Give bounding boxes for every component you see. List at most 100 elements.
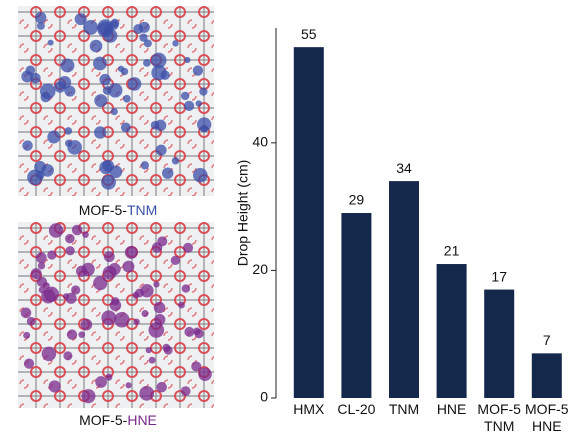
bar — [532, 353, 562, 398]
guest-molecule — [38, 262, 45, 269]
x-tick-label: CL-20 — [337, 401, 375, 417]
guest-molecule — [67, 329, 77, 339]
guest-molecule — [41, 92, 51, 102]
guest-molecule — [146, 347, 152, 353]
figure: MOF-5-TNM MOF-5- HNE Drop Height (cm) 0 20… — [0, 0, 571, 435]
guest-molecule — [193, 168, 208, 183]
guest-molecule — [93, 57, 107, 71]
guest-molecule — [71, 285, 80, 294]
guest-molecule — [94, 126, 106, 138]
guest-molecule — [47, 250, 56, 259]
data-label: 55 — [301, 26, 317, 42]
guest-molecule — [99, 74, 110, 85]
guest-molecule — [199, 87, 207, 95]
x-tick-label: HNE — [437, 401, 467, 417]
guest-molecule — [184, 57, 190, 63]
guest-molecule — [47, 131, 60, 144]
guest-molecule — [90, 40, 103, 53]
data-label: 29 — [349, 192, 365, 208]
guest-molecule — [35, 12, 46, 23]
guest-molecule — [101, 310, 116, 325]
guest-molecule — [63, 293, 69, 299]
guest-molecule — [78, 331, 85, 338]
guest-molecule — [48, 40, 54, 46]
guest-molecule — [31, 268, 42, 279]
guest-molecule — [27, 317, 36, 326]
guest-molecule — [123, 261, 135, 273]
guest-molecule — [154, 314, 165, 325]
guest-molecule — [133, 24, 143, 34]
guest-molecule — [97, 19, 113, 35]
guest-molecule — [81, 389, 95, 403]
data-label: 34 — [396, 160, 412, 176]
bar — [294, 47, 324, 398]
guest-molecule — [114, 312, 129, 327]
guest-molecule — [36, 252, 47, 263]
bar — [437, 264, 467, 398]
guest-molecule — [157, 236, 167, 246]
caption-prefix: MOF-5- — [79, 202, 128, 218]
guest-molecule — [172, 157, 179, 164]
guest-molecule — [111, 108, 118, 115]
guest-molecule — [49, 380, 61, 392]
guest-molecule — [171, 256, 180, 265]
guest-molecule — [94, 94, 107, 107]
guest-molecule — [93, 276, 107, 290]
y-axis-label: Drop Height (cm) — [235, 160, 251, 267]
guest-molecule — [125, 246, 138, 259]
guest-molecule — [23, 332, 30, 339]
bar — [389, 181, 419, 398]
guest-molecule — [95, 376, 107, 388]
guest-molecule — [128, 77, 142, 91]
guest-molecule — [126, 382, 132, 388]
guest-molecule — [110, 300, 121, 311]
guest-molecule — [183, 243, 193, 253]
guest-molecule — [21, 308, 32, 319]
guest-molecule — [184, 327, 194, 337]
guest-molecule — [153, 281, 159, 287]
guest-molecule — [139, 386, 154, 401]
guest-molecule — [141, 161, 149, 169]
guest-molecule — [104, 251, 115, 262]
guest-molecule — [193, 65, 203, 75]
guest-molecule — [105, 374, 112, 381]
guest-molecule — [182, 284, 190, 292]
guest-molecule — [58, 76, 71, 89]
y-tick-label: 0 — [260, 389, 268, 405]
guest-molecule — [162, 344, 170, 352]
data-label: 7 — [543, 332, 551, 348]
structure-panels: MOF-5-TNM MOF-5- HNE — [18, 6, 214, 428]
guest-molecule — [184, 101, 194, 111]
guest-molecule — [65, 127, 73, 135]
bar-chart: Drop Height (cm) 0 20 40 55 HMX 29 CL-20 34 TNM 2… — [235, 26, 569, 434]
guest-molecule — [81, 319, 93, 331]
y-tick-label: 20 — [252, 261, 268, 277]
guest-molecule — [49, 223, 63, 237]
y-tick-label: 40 — [252, 134, 268, 150]
guest-molecule — [30, 73, 41, 84]
guest-molecule — [149, 357, 156, 364]
guest-molecule — [156, 382, 166, 392]
guest-molecule — [37, 22, 45, 30]
guest-molecule — [82, 231, 89, 238]
guest-molecule — [65, 234, 75, 244]
panel-caption: MOF-5-TNM — [79, 202, 158, 218]
guest-molecule — [198, 367, 212, 381]
x-tick-label: HMX — [293, 401, 325, 417]
guest-molecule — [99, 161, 112, 174]
data-label: 21 — [444, 243, 460, 259]
guest-molecule — [67, 140, 82, 155]
guest-molecule — [103, 86, 112, 95]
guest-molecule — [41, 164, 54, 177]
guest-molecule — [151, 121, 160, 130]
caption-highlight: HNE — [127, 412, 157, 428]
guest-molecule — [123, 95, 131, 103]
guest-molecule — [172, 40, 178, 46]
guest-molecule — [22, 140, 33, 151]
x-tick-label: TNM — [389, 401, 419, 417]
bar — [341, 213, 371, 398]
guest-molecule — [121, 123, 131, 133]
guest-molecule — [43, 282, 50, 289]
guest-molecule — [118, 66, 124, 72]
guest-molecule — [63, 351, 72, 360]
